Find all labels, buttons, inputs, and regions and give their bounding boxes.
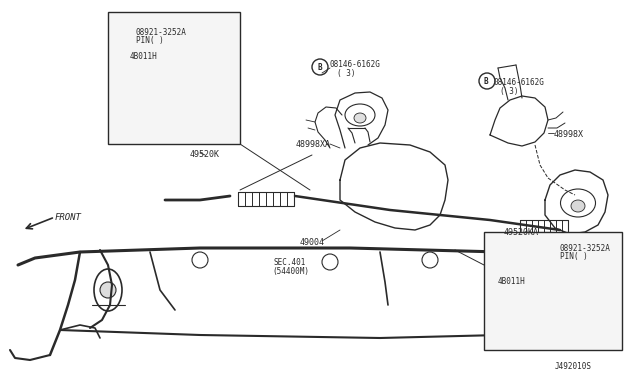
Text: SEC.401: SEC.401 <box>274 258 307 267</box>
Ellipse shape <box>509 321 527 335</box>
Circle shape <box>545 273 555 283</box>
Text: 08921-3252A: 08921-3252A <box>560 244 611 253</box>
Circle shape <box>141 113 155 127</box>
Text: FRONT: FRONT <box>55 213 82 222</box>
Text: PIN( ): PIN( ) <box>136 36 164 45</box>
Text: 49520K: 49520K <box>190 150 220 159</box>
Text: J492010S: J492010S <box>555 362 592 371</box>
Text: PIN( ): PIN( ) <box>560 252 588 261</box>
Text: ( 3): ( 3) <box>337 69 355 78</box>
Circle shape <box>100 282 116 298</box>
Circle shape <box>511 321 525 335</box>
Text: 08921-3252A: 08921-3252A <box>136 28 187 37</box>
Text: B: B <box>317 63 322 72</box>
Text: 4B011H: 4B011H <box>130 52 157 61</box>
Text: 48998XA: 48998XA <box>296 140 331 149</box>
Text: (54400M): (54400M) <box>272 267 309 276</box>
Ellipse shape <box>354 113 366 123</box>
Bar <box>108 12 240 144</box>
Text: 4B011H: 4B011H <box>498 277 525 286</box>
Ellipse shape <box>139 113 157 127</box>
Ellipse shape <box>511 336 525 344</box>
Circle shape <box>116 52 126 62</box>
Bar <box>484 232 622 350</box>
Text: 08146-6162G: 08146-6162G <box>493 78 544 87</box>
Text: 48998X: 48998X <box>554 130 584 139</box>
Text: 49004: 49004 <box>300 238 325 247</box>
Ellipse shape <box>571 200 585 212</box>
Text: 49520KA: 49520KA <box>504 228 539 237</box>
Ellipse shape <box>141 129 155 137</box>
Text: 08146-6162G: 08146-6162G <box>330 60 381 69</box>
Text: B: B <box>484 77 488 86</box>
Text: ( 3): ( 3) <box>500 87 518 96</box>
